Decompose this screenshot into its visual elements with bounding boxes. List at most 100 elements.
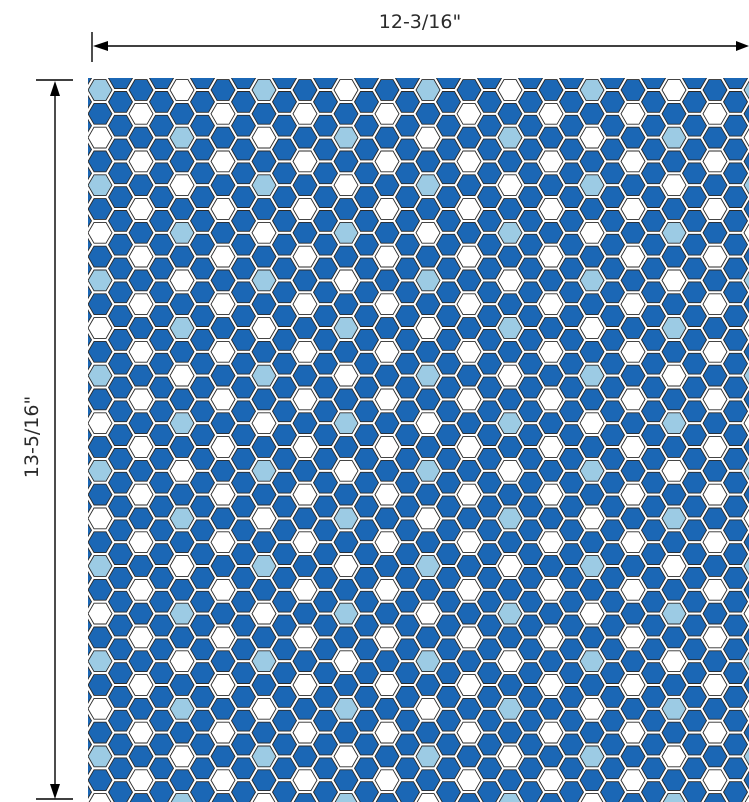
hex-tile (334, 770, 358, 791)
hex-tile (683, 425, 707, 446)
hex-tile (498, 222, 522, 243)
hex-tile (88, 103, 112, 124)
hex-tile (539, 460, 563, 481)
hex-tile (437, 544, 461, 565)
hex-tile (191, 68, 215, 89)
hex-tile (293, 437, 317, 458)
hex-tile (478, 758, 502, 779)
hex-tile (621, 175, 645, 196)
hex-tile (642, 449, 666, 470)
hex-tile (498, 698, 522, 719)
hex-tile (273, 425, 297, 446)
hex-tile (232, 258, 256, 279)
hex-tile (211, 270, 235, 291)
hex-tile (396, 782, 420, 802)
hex-tile (724, 734, 748, 755)
hex-tile (539, 746, 563, 767)
hex-tile (683, 496, 707, 517)
hex-tile (191, 449, 215, 470)
hex-tile (519, 687, 543, 708)
hex-tile (683, 258, 707, 279)
hex-tile (724, 377, 748, 398)
hex-tile (498, 246, 522, 267)
hex-tile (437, 211, 461, 232)
hex-tile (416, 675, 440, 696)
hex-tile (662, 341, 686, 362)
hex-tile (396, 544, 420, 565)
hex-tile (621, 151, 645, 172)
hex-tile (88, 770, 112, 791)
hex-tile (375, 365, 399, 386)
hex-tile (396, 687, 420, 708)
hex-tile (232, 401, 256, 422)
hex-tile (150, 353, 174, 374)
hex-tile (293, 103, 317, 124)
hex-tile (580, 770, 604, 791)
hex-tile (334, 103, 358, 124)
hex-tile (642, 139, 666, 160)
hex-tile (68, 425, 92, 446)
hex-tile (601, 187, 625, 208)
hex-tile (191, 758, 215, 779)
hex-tile (88, 246, 112, 267)
hex-tile (68, 306, 92, 327)
hex-tile (662, 389, 686, 410)
hex-tile (519, 306, 543, 327)
hex-tile (396, 330, 420, 351)
hex-tile (662, 413, 686, 434)
hex-tile (457, 627, 481, 648)
hex-tile (457, 460, 481, 481)
hex-tile (416, 246, 440, 267)
hex-tile (355, 353, 379, 374)
hex-tile (396, 282, 420, 303)
hex-tile (191, 663, 215, 684)
hex-tile (724, 258, 748, 279)
hex-tile (724, 639, 748, 660)
hex-tile (560, 710, 584, 731)
hex-tile (601, 353, 625, 374)
hex-tile (580, 556, 604, 577)
hex-tile (293, 199, 317, 220)
hex-tile (355, 401, 379, 422)
hex-tile (703, 484, 727, 505)
hex-tile (703, 794, 727, 802)
hex-tile (396, 710, 420, 731)
hex-tile (293, 603, 317, 624)
hex-tile (396, 472, 420, 493)
hex-tile (478, 472, 502, 493)
hex-tile (232, 615, 256, 636)
hex-tile (375, 627, 399, 648)
hex-tile (519, 591, 543, 612)
hex-tile (560, 449, 584, 470)
hex-tile (334, 627, 358, 648)
hex-tile (232, 734, 256, 755)
hex-tile (642, 163, 666, 184)
hex-tile (498, 151, 522, 172)
hex-tile (662, 794, 686, 802)
hex-tile (621, 318, 645, 339)
hex-tile (211, 199, 235, 220)
hex-tile (457, 389, 481, 410)
hex-tile (437, 425, 461, 446)
hex-tile (703, 127, 727, 148)
hex-tile (498, 579, 522, 600)
hex-tile (724, 782, 748, 802)
hex-tile (252, 127, 276, 148)
hex-tile (642, 782, 666, 802)
hex-tile (662, 199, 686, 220)
hex-tile (560, 377, 584, 398)
hex-tile (539, 651, 563, 672)
hex-tile (129, 222, 153, 243)
hex-tile (375, 437, 399, 458)
hex-tile (170, 413, 194, 434)
hex-tile (601, 211, 625, 232)
hex-tile (68, 330, 92, 351)
hex-tile (293, 675, 317, 696)
hex-tile (334, 199, 358, 220)
hex-tile (560, 615, 584, 636)
hex-tile (334, 175, 358, 196)
width-dimension: 12-3/16" (92, 11, 749, 62)
hex-tile (191, 734, 215, 755)
hex-tile (355, 258, 379, 279)
hex-tile (68, 377, 92, 398)
